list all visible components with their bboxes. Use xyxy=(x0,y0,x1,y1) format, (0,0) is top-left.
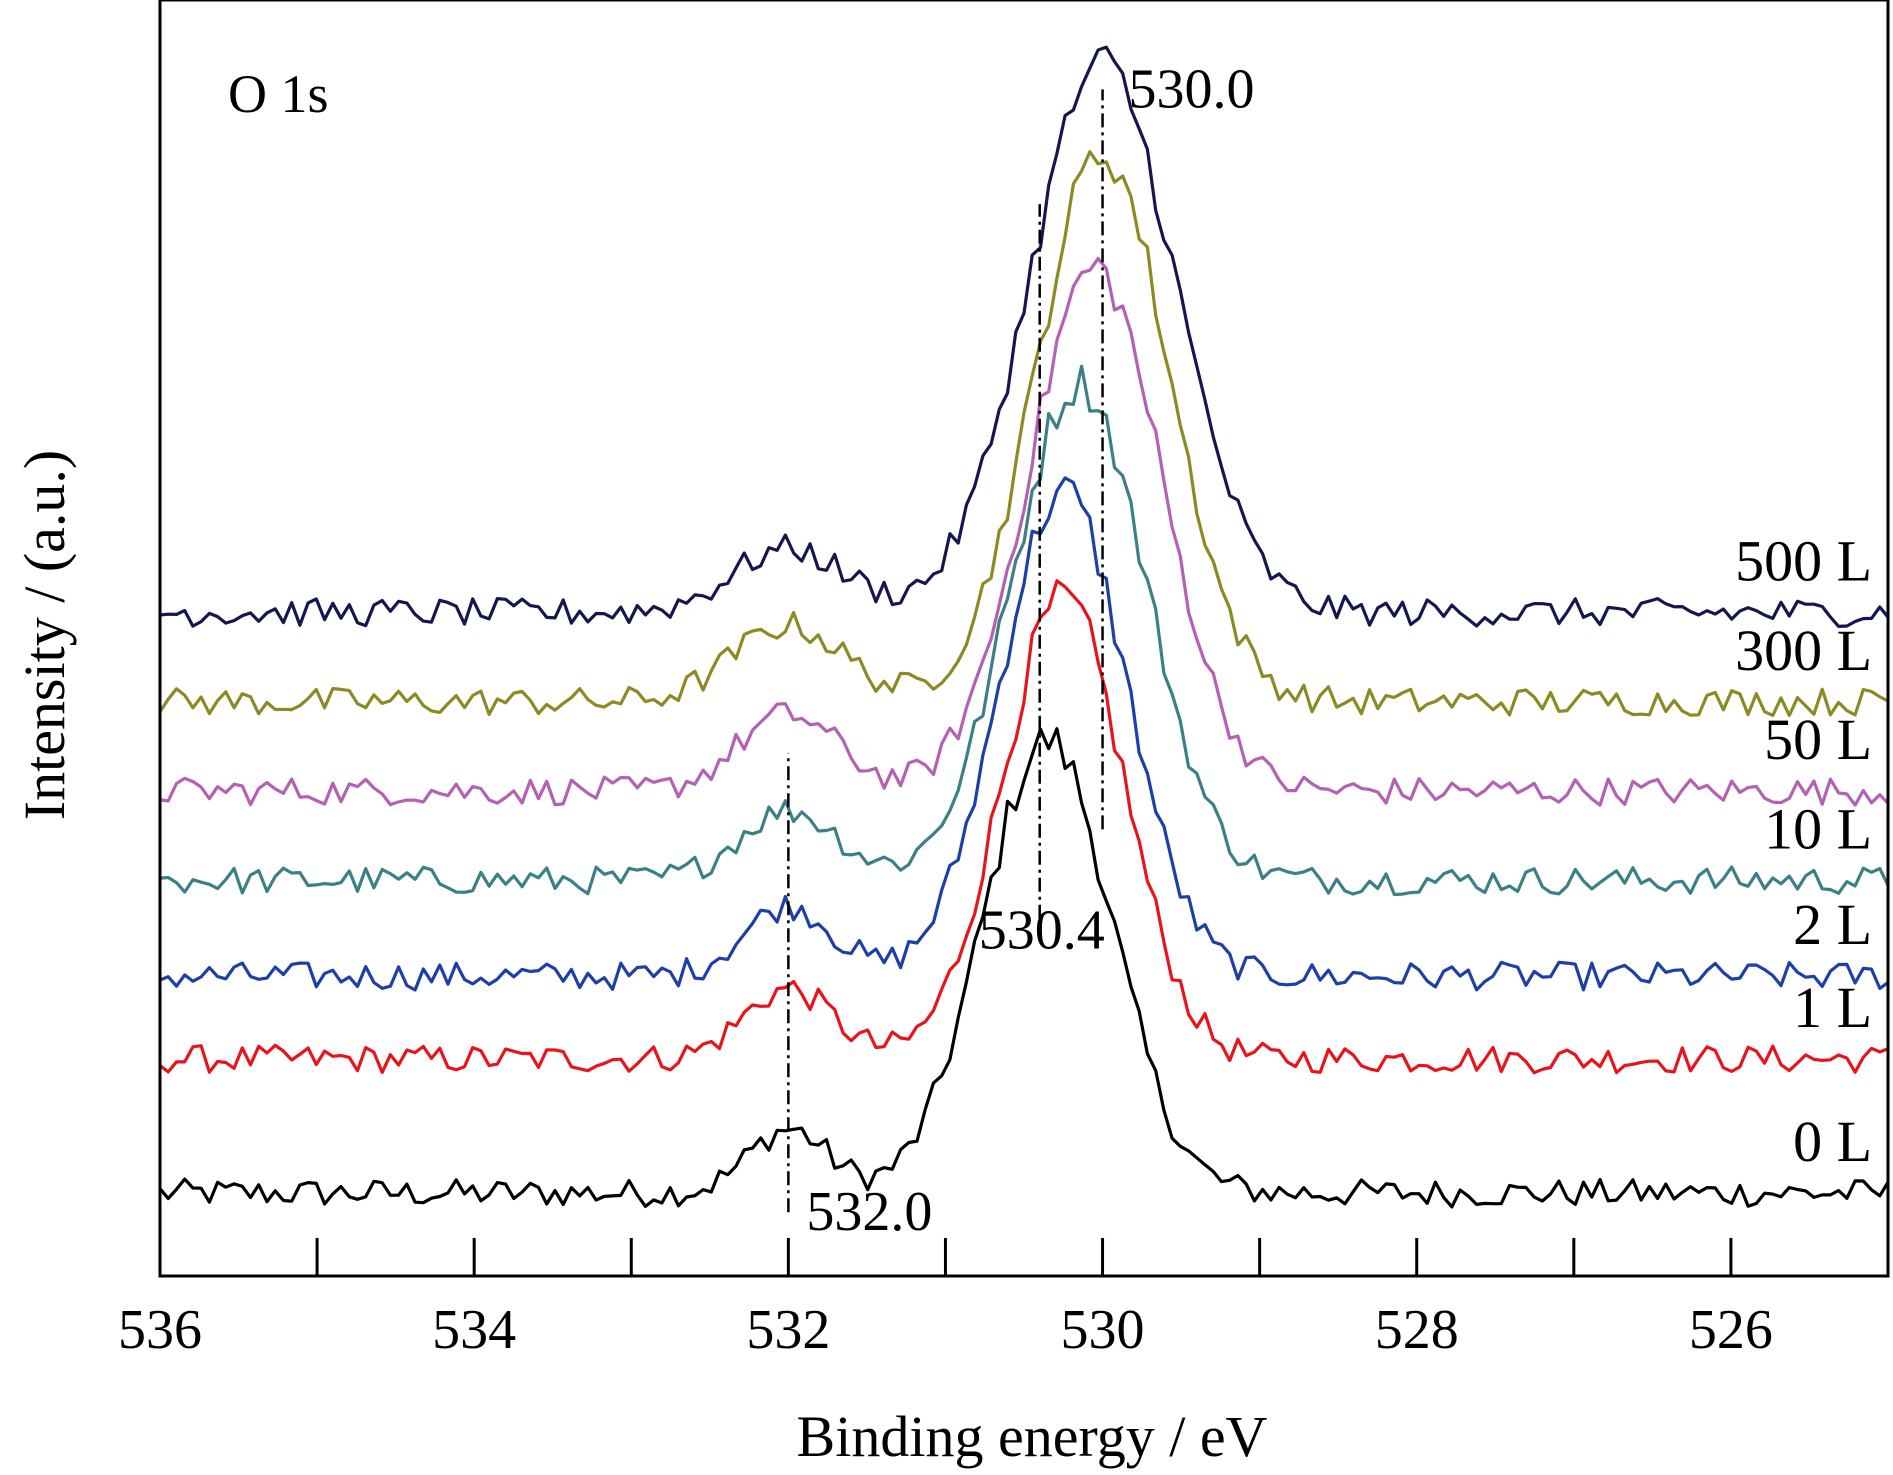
spectrum-region-label: O 1s xyxy=(228,64,329,124)
series-label: 300 L xyxy=(1735,618,1872,683)
x-tick-label: 526 xyxy=(1689,1299,1773,1361)
series-line-0l xyxy=(158,727,1890,1209)
series-label: 50 L xyxy=(1764,707,1872,772)
x-tick-label: 536 xyxy=(118,1299,202,1361)
series-layer xyxy=(158,45,1890,1209)
series-labels: 0 L 1 L 2 L 10 L 50 L 300 L 500 L xyxy=(1735,528,1872,1174)
reference-label: 532.0 xyxy=(806,1181,932,1243)
series-line-2l xyxy=(159,476,1889,992)
series-label: 500 L xyxy=(1735,528,1872,593)
series-line-300l xyxy=(158,150,1889,717)
series-line-10l xyxy=(159,364,1890,897)
series-label: 1 L xyxy=(1793,975,1872,1040)
reference-label: 530.4 xyxy=(979,900,1105,962)
x-tick-label: 530 xyxy=(1061,1299,1145,1361)
series-label: 10 L xyxy=(1764,796,1872,861)
tick-labels: 536 534 532 530 528 526 xyxy=(118,1299,1773,1361)
series-line-500l xyxy=(159,45,1890,628)
series-label: 0 L xyxy=(1793,1109,1872,1174)
reference-lines xyxy=(787,89,1104,1213)
reference-labels: 532.0 530.4 530.0 xyxy=(806,58,1254,1243)
y-axis-label: Intensity / (a.u.) xyxy=(12,450,77,820)
x-axis-label: Binding energy / eV xyxy=(797,1404,1268,1469)
series-line-50l xyxy=(159,257,1890,807)
x-tick-label: 528 xyxy=(1375,1299,1459,1361)
axis-ticks xyxy=(158,1238,1733,1276)
x-tick-label: 532 xyxy=(746,1299,830,1361)
reference-label: 530.0 xyxy=(1129,58,1255,120)
x-tick-label: 534 xyxy=(432,1299,516,1361)
plot-frame xyxy=(158,0,1890,1278)
series-label: 2 L xyxy=(1793,892,1872,957)
series-line-1l xyxy=(159,579,1889,1075)
